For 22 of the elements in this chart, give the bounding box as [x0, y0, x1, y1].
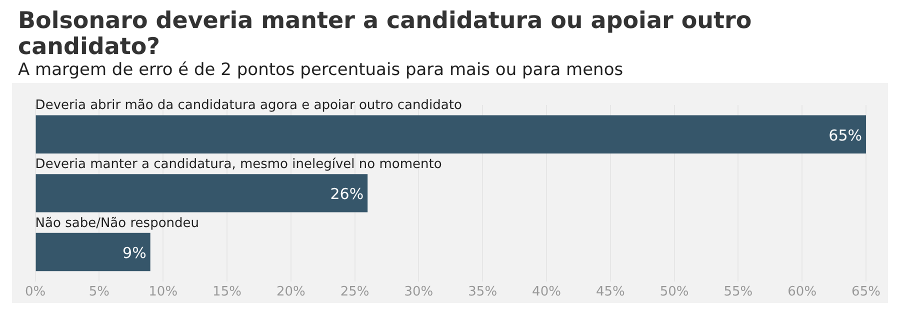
x-tick-label: 20% [276, 284, 306, 300]
y-tick-label: Deveria manter a candidatura, mesmo inelegível no momento [35, 156, 442, 172]
x-tick-label: 15% [212, 284, 242, 300]
x-tick-label: 5% [88, 284, 110, 300]
data-label: 26% [330, 185, 364, 204]
x-tick-label: 55% [724, 284, 753, 300]
x-tick-label: 0% [25, 284, 46, 300]
x-tick-label: 60% [788, 284, 817, 300]
x-tick-label: 65% [852, 284, 880, 300]
x-tick-label: 25% [340, 284, 370, 300]
x-tick-label: 45% [596, 284, 625, 300]
x-tick-label: 50% [660, 284, 689, 300]
y-tick-label: Deveria abrir mão da candidatura agora e apoiar outro candidato [35, 98, 462, 114]
y-tick-label: Não sabe/Não respondeu [35, 216, 199, 231]
x-tick-label: 30% [404, 284, 434, 300]
x-tick-label: 10% [148, 284, 178, 300]
chart-title: Bolsonaro deveria manter a candidatura ou apoiar outro candidato? [17, 8, 753, 60]
data-label: 65% [828, 126, 862, 144]
data-label: 9% [122, 244, 146, 262]
chart-subtitle: A margem de erro é de 2 pontos percentuais para mais ou para menos [17, 60, 624, 81]
x-tick-label: 40% [532, 284, 561, 300]
x-tick-label: 35% [468, 284, 498, 300]
